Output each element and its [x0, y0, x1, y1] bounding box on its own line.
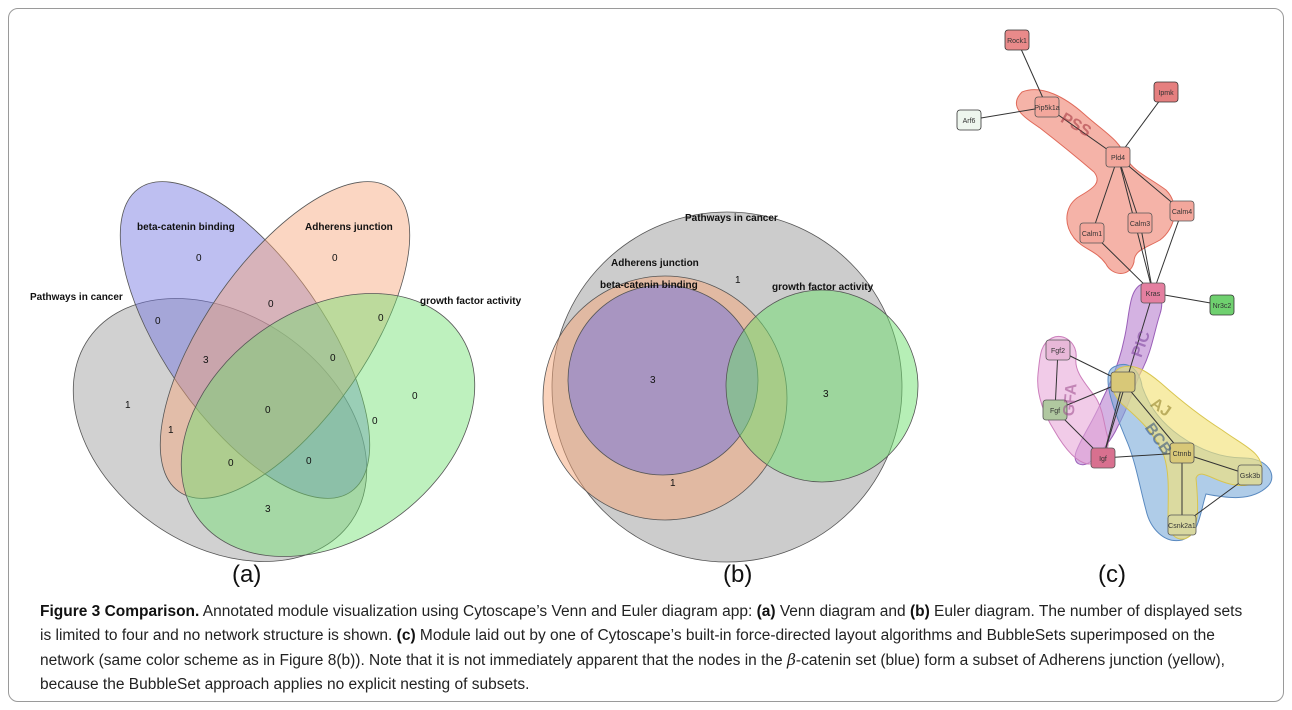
- panel-label-a: (a): [232, 561, 261, 588]
- svg-text:Fgf: Fgf: [1050, 408, 1060, 415]
- caption-ref-c: (c): [396, 627, 416, 644]
- euler-count: 1: [735, 275, 741, 286]
- venn-count: 0: [372, 416, 378, 427]
- svg-text:Rock1: Rock1: [1007, 38, 1027, 45]
- node-kras: Kras: [1140, 282, 1166, 304]
- node-fgf2: Fgf2: [1045, 339, 1071, 361]
- caption-text: Annotated module visualization using Cyt…: [199, 603, 757, 620]
- svg-text:Ctnnb: Ctnnb: [1173, 451, 1192, 458]
- caption-beta-symbol: β: [786, 651, 796, 669]
- node-center: [1110, 371, 1136, 393]
- svg-text:Nr3c2: Nr3c2: [1213, 303, 1232, 310]
- euler-count: 3: [823, 389, 829, 400]
- caption-ref-a: (a): [756, 603, 776, 620]
- bubble-label-gfa: GFA: [1061, 382, 1081, 417]
- node-arf6: Arf6: [956, 109, 982, 131]
- figure-caption: Figure 3 Comparison. Annotated module vi…: [40, 600, 1255, 697]
- caption-ref-b: (b): [909, 603, 930, 620]
- euler-diagram: Pathways in cancer Adherens junction bet…: [542, 211, 919, 588]
- venn-label-pathways: Pathways in cancer: [30, 292, 123, 303]
- venn-set-adherens-junction: [159, 181, 411, 499]
- svg-text:Calm3: Calm3: [1130, 221, 1150, 228]
- figure-graphic: beta-catenin binding Adherens junction P…: [30, 29, 1273, 588]
- venn-count: 3: [203, 355, 209, 366]
- venn-count: 0: [268, 299, 274, 310]
- venn-count: 3: [265, 504, 271, 515]
- svg-text:Gsk3b: Gsk3b: [1240, 473, 1260, 480]
- venn-count: 1: [168, 425, 174, 436]
- venn-count: 0: [332, 253, 338, 264]
- node-ipmk: Ipmk: [1153, 81, 1179, 103]
- svg-text:Fgf2: Fgf2: [1051, 348, 1065, 355]
- panel-label-b: (b): [723, 561, 752, 588]
- caption-text: Venn diagram and: [775, 603, 910, 620]
- svg-text:Calm4: Calm4: [1172, 209, 1192, 216]
- svg-text:Igf: Igf: [1099, 456, 1107, 463]
- euler-label-growth: growth factor activity: [772, 282, 874, 293]
- node-calm4: Calm4: [1169, 200, 1195, 222]
- svg-text:Calm1: Calm1: [1082, 231, 1102, 238]
- euler-set-growth-factor-activity: [725, 289, 919, 483]
- svg-text:Kras: Kras: [1146, 291, 1161, 298]
- svg-text:Arf6: Arf6: [963, 118, 976, 125]
- svg-text:Csnk2a1: Csnk2a1: [1168, 523, 1196, 530]
- panel-label-c: (c): [1098, 561, 1126, 588]
- venn-count: 1: [125, 400, 131, 411]
- euler-label-pathways: Pathways in cancer: [685, 213, 778, 224]
- node-rock1: Rock1: [1004, 29, 1030, 51]
- node-calm1: Calm1: [1079, 222, 1105, 244]
- euler-count: 1: [670, 478, 676, 489]
- node-pip5k1a: Pip5k1a: [1034, 96, 1060, 118]
- svg-text:Pld4: Pld4: [1111, 155, 1125, 162]
- node-igf: Igf: [1090, 447, 1116, 469]
- venn-label-adherens: Adherens junction: [305, 222, 393, 233]
- node-gsk3b: Gsk3b: [1237, 464, 1263, 486]
- venn-count: 0: [378, 313, 384, 324]
- node-ctnnb: Ctnnb: [1169, 442, 1195, 464]
- venn-count: 0: [330, 353, 336, 364]
- venn-diagram: beta-catenin binding Adherens junction P…: [30, 181, 522, 588]
- node-csnk2a1: Csnk2a1: [1167, 514, 1197, 536]
- caption-text: Module laid out by one of Cytoscape’s bu…: [40, 627, 1215, 669]
- venn-set-pathways-in-cancer: [72, 298, 368, 562]
- venn-label-beta-catenin: beta-catenin binding: [137, 222, 235, 233]
- venn-set-growth-factor-activity: [180, 293, 476, 557]
- node-fgf: Fgf: [1042, 399, 1068, 421]
- network-diagram: Rock1 Ipmk Arf6 Pip5k1a Pld4 Calm1 Calm3: [956, 29, 1273, 588]
- venn-count: 0: [412, 391, 418, 402]
- venn-count: 0: [196, 253, 202, 264]
- node-calm3: Calm3: [1127, 212, 1153, 234]
- euler-label-adherens: Adherens junction: [611, 258, 699, 269]
- caption-title: Figure 3 Comparison.: [40, 603, 200, 620]
- venn-set-beta-catenin-binding: [119, 181, 371, 499]
- node-nr3c2: Nr3c2: [1209, 294, 1235, 316]
- caption-text: -catenin set (blue) form a subset of Adh…: [40, 652, 1225, 693]
- euler-count: 3: [650, 375, 656, 386]
- venn-count: 0: [155, 316, 161, 327]
- venn-label-growth: growth factor activity: [420, 296, 522, 307]
- venn-count: 0: [265, 405, 271, 416]
- venn-count: 0: [306, 456, 312, 467]
- caption-text: Euler diagram. The number of displayed s…: [40, 603, 1243, 644]
- svg-text:Ipmk: Ipmk: [1158, 90, 1174, 97]
- euler-label-beta-catenin: beta-catenin binding: [600, 280, 698, 291]
- venn-count: 0: [228, 458, 234, 469]
- node-pld4: Pld4: [1105, 146, 1131, 168]
- svg-text:Pip5k1a: Pip5k1a: [1034, 105, 1059, 112]
